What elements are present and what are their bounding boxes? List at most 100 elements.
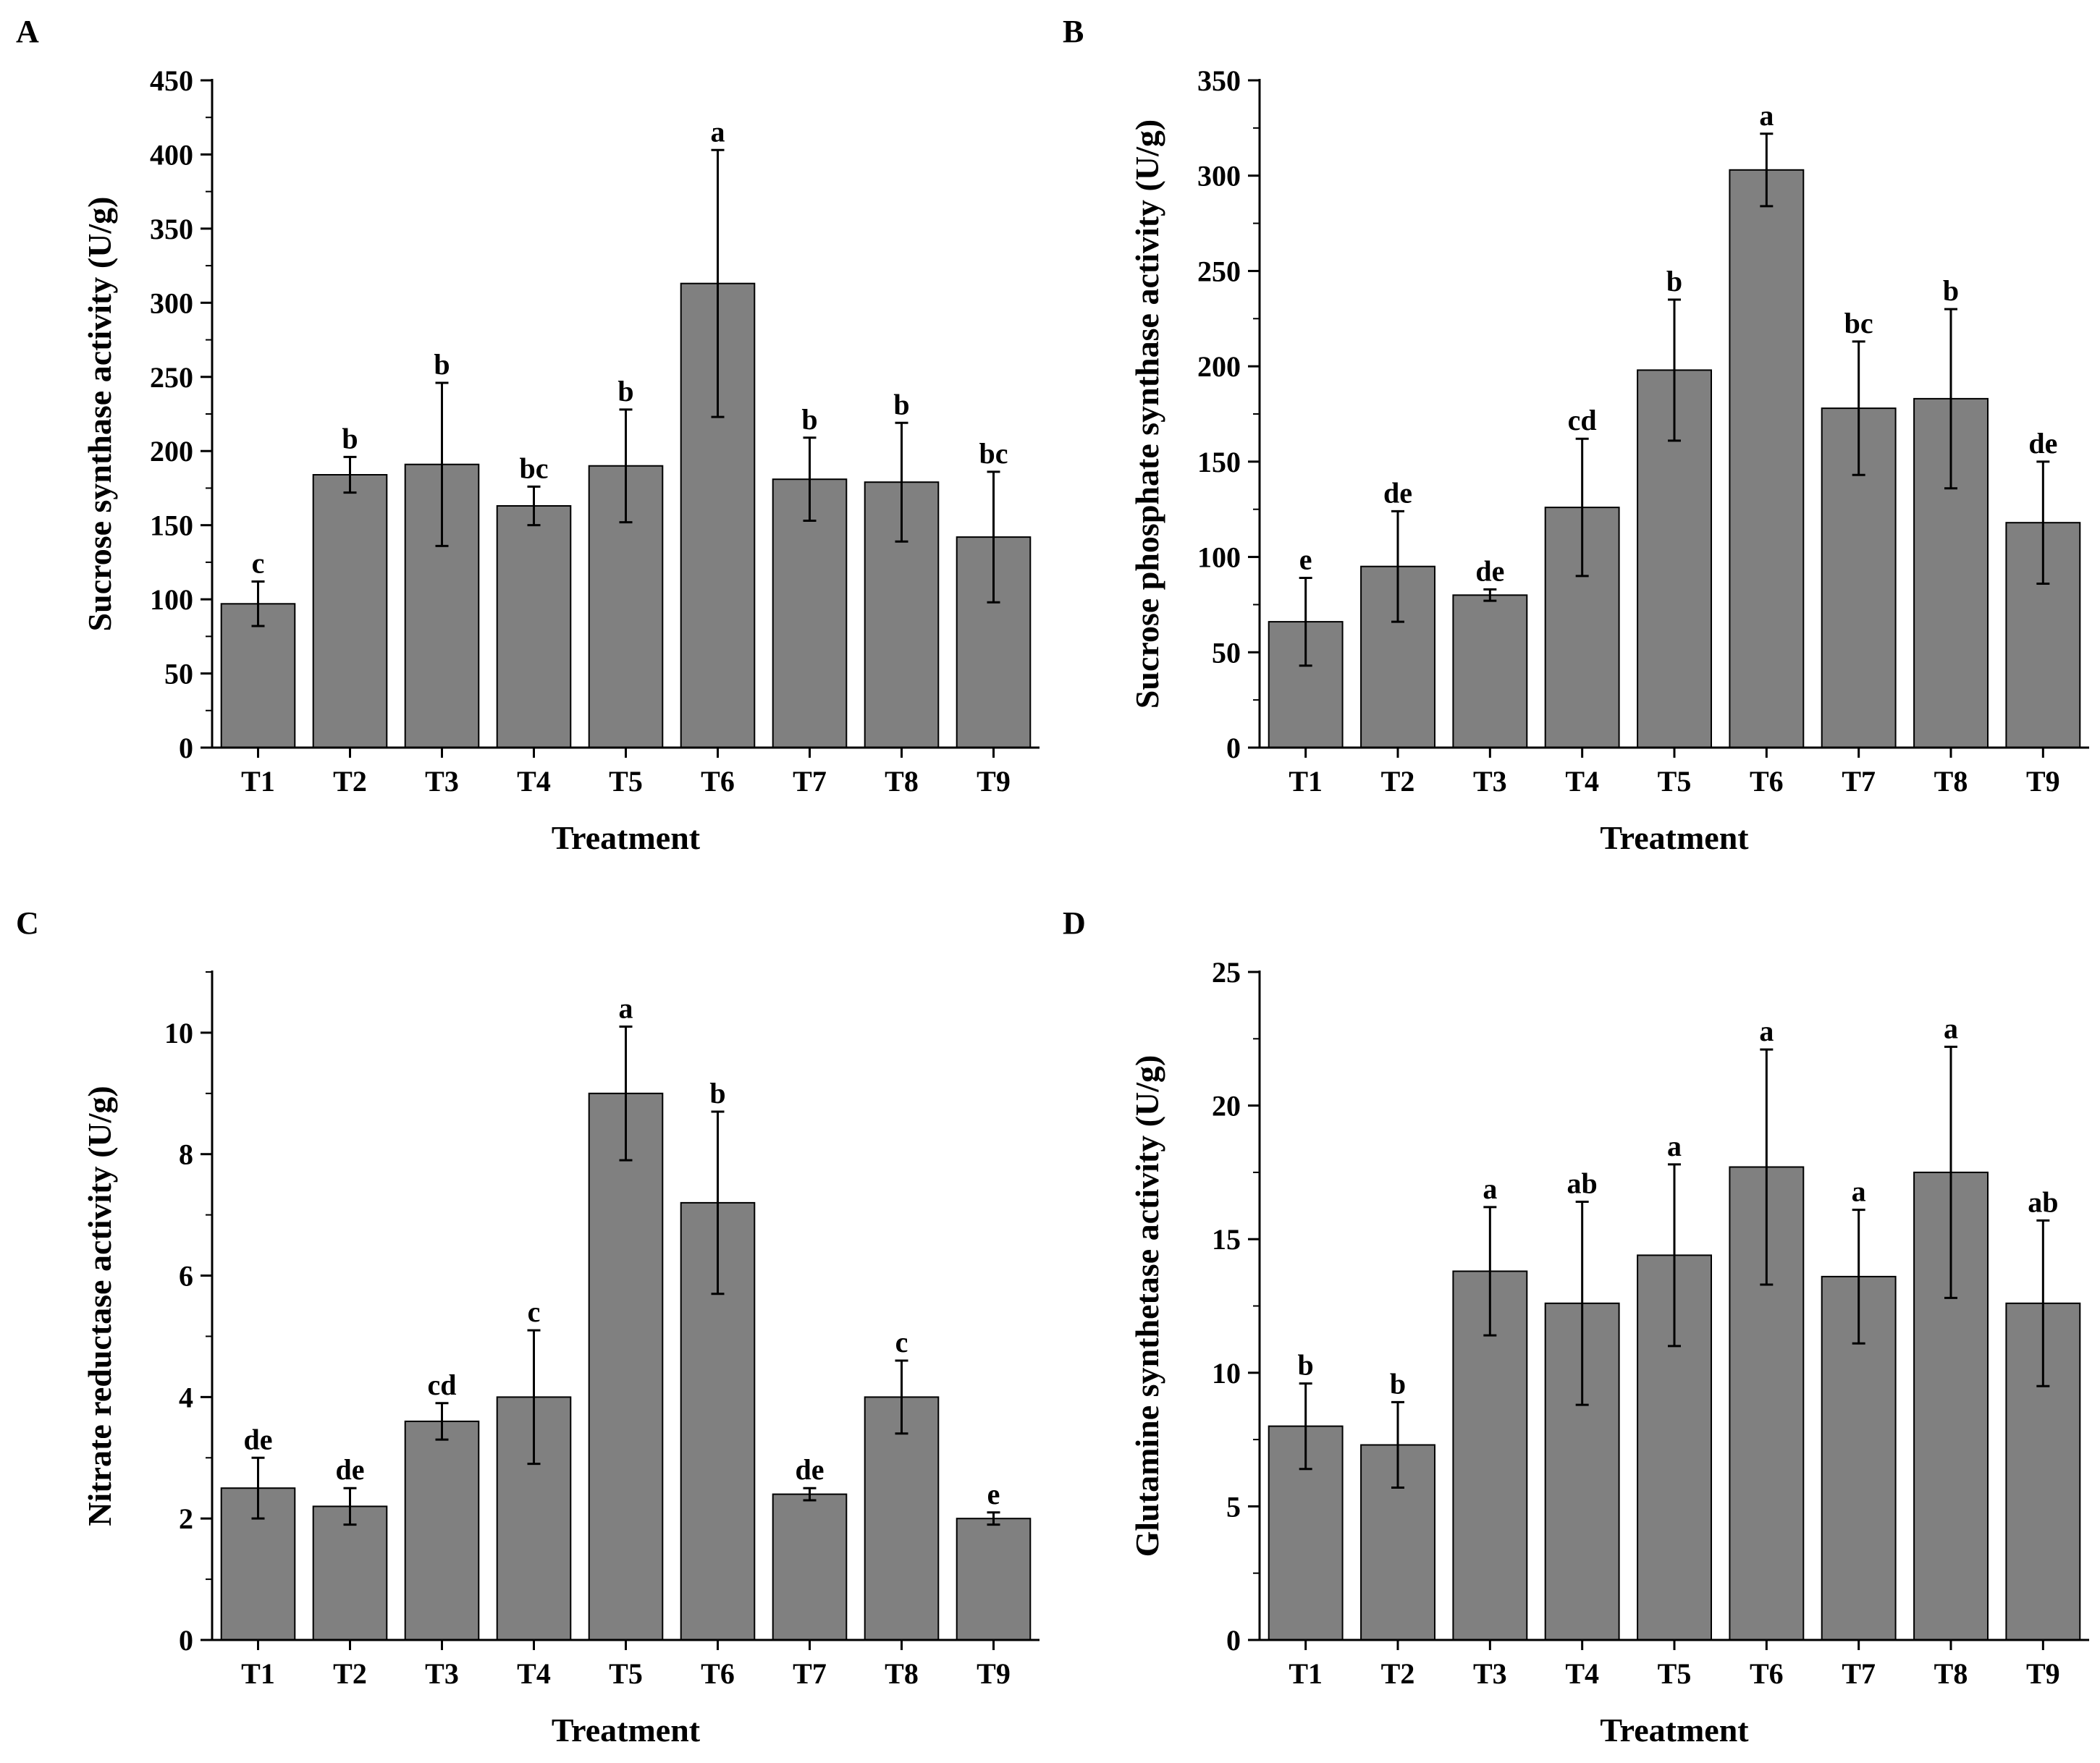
significance-label: b	[1943, 274, 1959, 307]
y-tick-label: 150	[1197, 446, 1241, 478]
y-tick-label: 2	[179, 1502, 193, 1535]
significance-label: a	[1667, 1130, 1682, 1162]
y-tick-label: 350	[150, 213, 193, 245]
significance-label: de	[2028, 427, 2057, 460]
y-tick-label: 25	[1212, 956, 1241, 989]
x-tick-label: T5	[609, 765, 643, 798]
significance-label: b	[709, 1077, 725, 1109]
x-axis-title: Treatment	[552, 819, 701, 856]
panel-b: Be T1 de T2 de T3 cd T4 b T5 a T6 bc T7 b T8 de T9 0 50 100 1…	[1063, 14, 2089, 856]
x-tick-label: T7	[793, 765, 827, 798]
y-tick-label: 350	[1197, 64, 1241, 97]
significance-label: bc	[979, 437, 1008, 470]
x-tick-label: T4	[1565, 1657, 1599, 1690]
significance-label: de	[1383, 476, 1412, 509]
x-tick-label: T2	[333, 765, 367, 798]
bar	[956, 1518, 1032, 1641]
y-tick-label: 450	[150, 64, 193, 97]
significance-label: b	[617, 375, 633, 407]
y-tick-label: 10	[164, 1017, 193, 1049]
x-tick-label: T1	[241, 1657, 275, 1690]
panel-a: Ac T1 b T2 b T3 bc T4 b T5 a T6 b T7 b T8 bc T9 0 50 100 150 2…	[16, 14, 1040, 856]
y-tick-label: 250	[150, 361, 193, 394]
y-tick-label: 10	[1212, 1357, 1241, 1390]
significance-label: cd	[1568, 404, 1597, 436]
y-tick-label: 5	[1226, 1490, 1241, 1523]
y-tick-label: 50	[1212, 636, 1241, 669]
x-axis-title: Treatment	[552, 1712, 701, 1749]
x-tick-label: T1	[241, 765, 275, 798]
y-tick-label: 0	[1226, 1624, 1241, 1657]
y-axis-title: Sucrose phosphate synthase activity (U/g…	[1129, 119, 1165, 709]
significance-label: c	[252, 547, 265, 580]
significance-label: e	[987, 1478, 1000, 1510]
y-tick-label: 8	[179, 1138, 193, 1171]
significance-label: a	[1483, 1172, 1497, 1205]
significance-label: b	[342, 422, 358, 455]
significance-label: bc	[520, 452, 549, 484]
significance-label: a	[1759, 1015, 1774, 1047]
bar	[588, 1092, 664, 1641]
bar	[1452, 594, 1528, 748]
significance-label: cd	[428, 1369, 457, 1401]
x-tick-label: T8	[1934, 765, 1968, 798]
bar	[312, 1505, 388, 1641]
bar	[864, 1396, 940, 1641]
panel-c: Cde T1 de T2 cd T3 c T4 a T5 b T6 de T7 c T8 e T9 0 2 4 6 8 10 T…	[16, 905, 1040, 1749]
panel-letter: B	[1063, 14, 1084, 49]
y-axis-title: Glutamine synthetase activity (U/g)	[1129, 1055, 1165, 1557]
significance-label: a	[619, 992, 633, 1025]
significance-label: bc	[1844, 307, 1873, 339]
x-tick-label: T6	[701, 765, 735, 798]
significance-label: c	[528, 1295, 541, 1328]
x-tick-label: T8	[885, 765, 919, 798]
significance-label: ab	[2028, 1185, 2058, 1218]
panel-d: Db T1 b T2 a T3 ab T4 a T5 a T6 a T7 a T8 ab T9 0 5 10 15 20 25…	[1063, 905, 2089, 1749]
x-tick-label: T1	[1289, 1657, 1323, 1690]
significance-label: a	[711, 115, 725, 148]
bar	[404, 1420, 480, 1641]
y-tick-label: 20	[1212, 1090, 1241, 1123]
bar	[312, 474, 388, 748]
x-tick-label: T5	[609, 1657, 643, 1690]
significance-label: b	[1298, 1349, 1314, 1382]
x-tick-label: T3	[1473, 1657, 1507, 1690]
y-tick-label: 100	[150, 583, 193, 616]
y-tick-label: 400	[150, 138, 193, 171]
significance-label: ab	[1567, 1167, 1598, 1200]
x-tick-label: T6	[1750, 1657, 1784, 1690]
y-tick-label: 250	[1197, 255, 1241, 287]
significance-label: a	[1944, 1012, 1958, 1044]
y-tick-label: 50	[164, 658, 193, 690]
x-tick-label: T3	[425, 1657, 459, 1690]
x-tick-label: T4	[517, 1657, 551, 1690]
x-tick-label: T1	[1289, 765, 1323, 798]
bar	[220, 1487, 296, 1641]
x-tick-label: T2	[333, 1657, 367, 1690]
x-tick-label: T7	[1842, 765, 1876, 798]
y-tick-label: 300	[150, 287, 193, 319]
x-tick-label: T6	[701, 1657, 735, 1690]
y-tick-label: 4	[179, 1381, 193, 1413]
x-tick-label: T9	[2026, 765, 2060, 798]
bar	[680, 282, 756, 748]
significance-label: b	[893, 388, 909, 420]
panel-letter: A	[16, 14, 39, 49]
bar	[496, 505, 572, 748]
x-tick-label: T8	[1934, 1657, 1968, 1690]
bar	[1729, 169, 1805, 749]
y-tick-label: 100	[1197, 541, 1241, 574]
panel-letter: D	[1063, 905, 1086, 941]
x-tick-label: T7	[1842, 1657, 1876, 1690]
x-tick-label: T6	[1750, 765, 1784, 798]
significance-label: a	[1852, 1175, 1866, 1208]
y-axis-title: Sucrose synthase activity (U/g)	[81, 197, 118, 632]
y-tick-label: 6	[179, 1260, 193, 1293]
significance-label: de	[796, 1453, 825, 1486]
significance-label: b	[1666, 265, 1682, 297]
significance-label: b	[1390, 1367, 1406, 1400]
x-tick-label: T4	[517, 765, 551, 798]
x-tick-label: T3	[1473, 765, 1507, 798]
x-tick-label: T9	[977, 765, 1011, 798]
y-tick-label: 300	[1197, 160, 1241, 193]
